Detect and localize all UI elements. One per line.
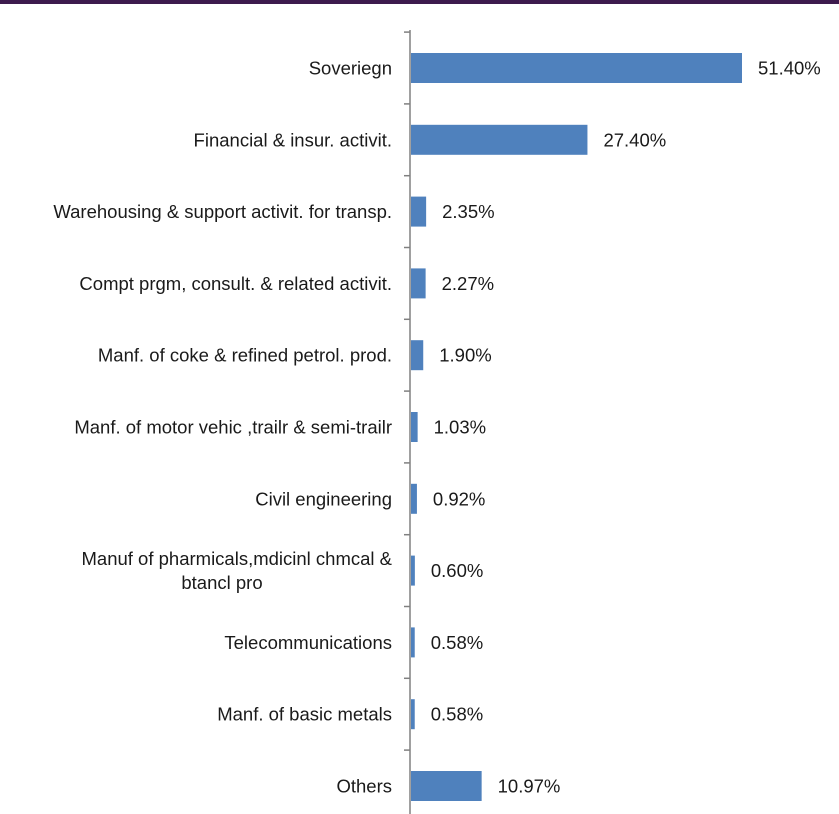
data-label: 2.27% <box>442 273 494 294</box>
bar <box>411 53 742 83</box>
data-label: 10.97% <box>498 776 561 797</box>
category-label: Soveriegn <box>309 58 392 79</box>
data-label: 1.90% <box>439 345 491 366</box>
data-label: 2.35% <box>442 201 494 222</box>
category-label: Telecommunications <box>224 632 392 653</box>
data-label: 27.40% <box>603 129 666 150</box>
category-label: Manf. of coke & refined petrol. prod. <box>98 345 392 366</box>
data-label: 0.58% <box>431 632 483 653</box>
bar <box>411 196 427 227</box>
category-label: Others <box>336 776 392 797</box>
data-label: 51.40% <box>758 58 821 79</box>
data-label: 1.03% <box>434 417 486 438</box>
category-label: Financial & insur. activit. <box>194 129 392 150</box>
category-label: Manf. of basic metals <box>217 704 392 725</box>
category-label: Compt prgm, consult. & related activit. <box>79 273 392 294</box>
bar <box>411 699 415 730</box>
bar <box>411 771 482 801</box>
category-label: btancl pro <box>181 572 262 593</box>
data-label: 0.58% <box>431 704 483 725</box>
category-label: Warehousing & support activit. for trans… <box>53 201 392 222</box>
bar <box>411 627 415 658</box>
data-label: 0.92% <box>433 488 485 509</box>
bar <box>411 483 417 514</box>
bar <box>411 340 424 371</box>
data-label: 0.60% <box>431 560 483 581</box>
top-accent-bar <box>0 0 839 4</box>
category-label: Manuf of pharmicals,mdicinl chmcal & <box>82 548 393 569</box>
category-label: Civil engineering <box>255 488 392 509</box>
bar <box>411 124 588 155</box>
bar <box>411 555 415 586</box>
bar <box>411 412 418 442</box>
bar <box>411 268 426 299</box>
category-label: Manf. of motor vehic ,trailr & semi-trai… <box>74 417 392 438</box>
